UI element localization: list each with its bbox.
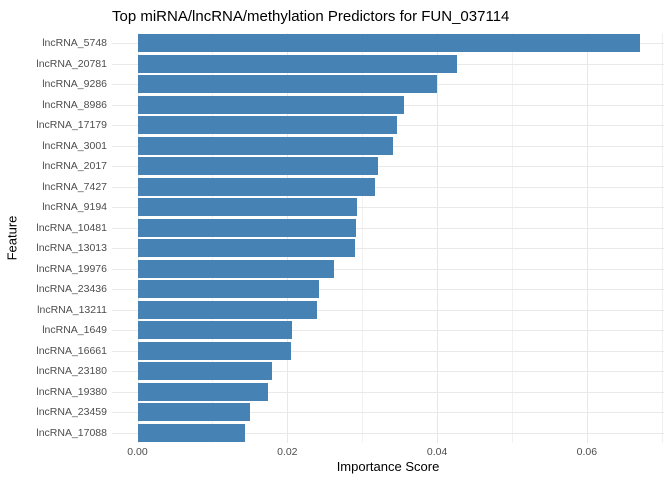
x-tick-label: 0.06 [576, 446, 598, 458]
bar [137, 54, 457, 73]
category-gridline [112, 289, 664, 291]
y-tick-label: lncRNA_13013 [36, 242, 107, 254]
bar [137, 423, 246, 442]
bar [137, 157, 378, 176]
y-tick-label: lncRNA_3001 [42, 139, 107, 152]
y-tick-label: lncRNA_19380 [36, 385, 107, 398]
category-gridline [112, 412, 664, 414]
major-gridline [137, 33, 139, 443]
bar [137, 403, 250, 422]
category-gridline [112, 166, 664, 168]
category-gridline [112, 186, 664, 188]
minor-gridline [212, 33, 214, 443]
bar [137, 239, 355, 258]
y-tick-label: lncRNA_13211 [37, 303, 107, 316]
bar [137, 136, 393, 155]
category-gridline [112, 268, 664, 270]
x-tick-label: 0.04 [426, 446, 448, 458]
category-gridline [112, 391, 664, 393]
bar [137, 300, 318, 319]
bar [137, 177, 375, 196]
category-gridline [112, 227, 664, 229]
bar [137, 95, 405, 114]
chart-title: Top miRNA/lncRNA/methylation Predictors … [112, 8, 510, 25]
y-tick-label: lncRNA_5748 [42, 37, 107, 49]
y-tick-label: lncRNA_17179 [36, 119, 107, 131]
category-gridline [112, 330, 664, 332]
plot-area [112, 33, 664, 443]
category-gridline [112, 350, 664, 352]
y-tick-label: lncRNA_10481 [36, 221, 107, 234]
major-gridline [287, 33, 289, 443]
y-tick-label: lncRNA_7427 [42, 180, 107, 193]
bar [137, 280, 319, 299]
bar [137, 75, 438, 94]
y-tick-label: lncRNA_23436 [36, 283, 107, 295]
x-axis-title: Importance Score [336, 459, 440, 474]
x-tick-label: 0.02 [277, 446, 298, 458]
bar [137, 34, 641, 53]
bar [137, 362, 272, 381]
minor-gridline [512, 33, 513, 443]
bar [137, 116, 397, 135]
x-axis-tick-labels: 0.00 0.02 0.04 0.06 [0, 446, 672, 459]
category-gridline [112, 371, 664, 373]
bar [137, 198, 357, 217]
bar [137, 382, 268, 401]
y-tick-label: lncRNA_23459 [36, 406, 107, 418]
y-tick-label: lncRNA_9286 [42, 78, 107, 90]
y-tick-label: lncRNA_1649 [42, 324, 107, 336]
y-tick-label: lncRNA_20781 [36, 57, 107, 70]
minor-gridline [661, 33, 663, 443]
minor-gridline [362, 33, 364, 443]
bar [137, 341, 291, 360]
y-axis-tick-labels: lncRNA_5748 lncRNA_20781 lncRNA_9286 lncRNA… [0, 33, 107, 443]
y-tick-label: lncRNA_8986 [42, 98, 107, 111]
y-tick-label: lncRNA_16661 [36, 344, 107, 357]
y-tick-label: lncRNA_19976 [36, 262, 107, 275]
category-gridline [112, 432, 664, 434]
y-tick-label: lncRNA_2017 [42, 160, 107, 172]
category-gridline [112, 207, 664, 209]
y-tick-label: lncRNA_9194 [42, 201, 107, 213]
category-gridline [112, 248, 664, 250]
y-tick-label: lncRNA_17088 [36, 426, 107, 439]
major-gridline [586, 33, 588, 443]
x-tick-label: 0.00 [127, 446, 148, 458]
bar [137, 259, 334, 278]
bar [137, 218, 357, 237]
category-gridline [112, 309, 664, 311]
major-gridline [437, 33, 439, 443]
y-tick-label: lncRNA_23180 [36, 365, 107, 377]
bar [137, 321, 292, 340]
